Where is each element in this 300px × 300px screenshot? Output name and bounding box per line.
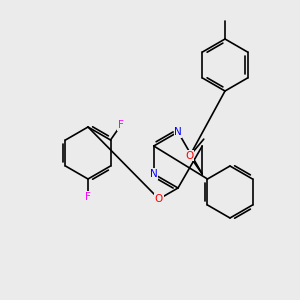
Text: O: O: [185, 151, 194, 161]
Text: N: N: [150, 169, 158, 179]
Text: O: O: [155, 194, 163, 204]
Text: N: N: [174, 127, 182, 137]
Text: F: F: [85, 192, 91, 202]
Text: F: F: [118, 120, 124, 130]
